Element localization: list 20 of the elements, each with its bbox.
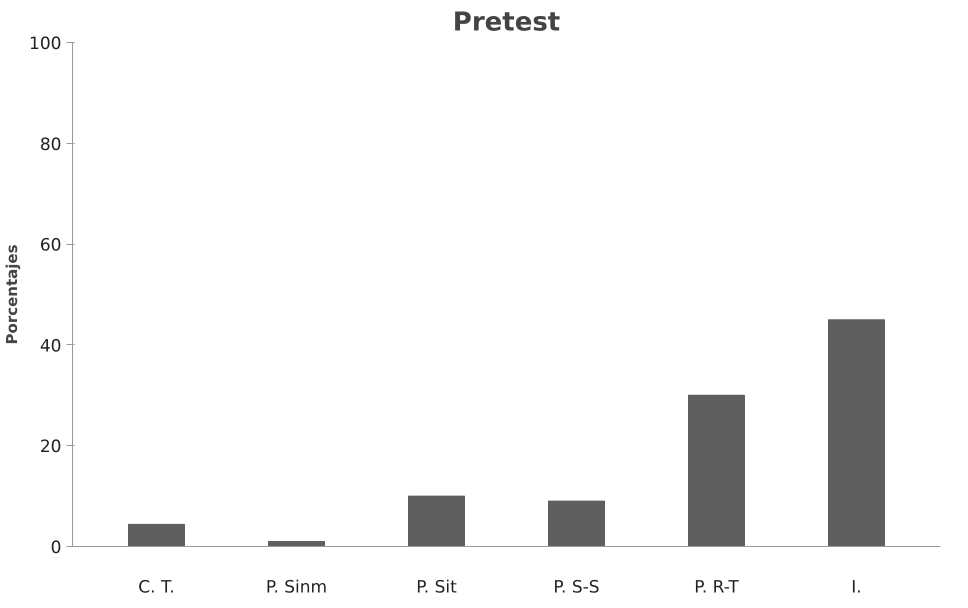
bar — [828, 319, 885, 546]
y-tick-label: 20 — [40, 437, 62, 458]
x-tick-label: P. Sit — [416, 578, 458, 598]
x-tick-label: C. T. — [138, 578, 175, 598]
y-tick-label: 40 — [40, 336, 62, 356]
y-tick-label: 100 — [29, 34, 62, 54]
bar — [548, 500, 605, 546]
x-tick-label: P. Sinm — [266, 578, 328, 598]
bar — [408, 496, 465, 546]
y-axis-title: Porcentajes — [3, 244, 22, 344]
x-tick-label: P. S-S — [553, 578, 600, 598]
x-tick-label: I. — [851, 578, 862, 598]
y-tick-label: 0 — [50, 538, 62, 558]
bar — [688, 394, 745, 546]
y-tick-label: 80 — [40, 134, 62, 155]
bar — [128, 524, 185, 546]
bar — [268, 540, 325, 546]
y-tick-label: 60 — [40, 236, 62, 256]
chart-title: Pretest — [452, 8, 560, 38]
x-tick-label: P. R-T — [694, 578, 740, 598]
